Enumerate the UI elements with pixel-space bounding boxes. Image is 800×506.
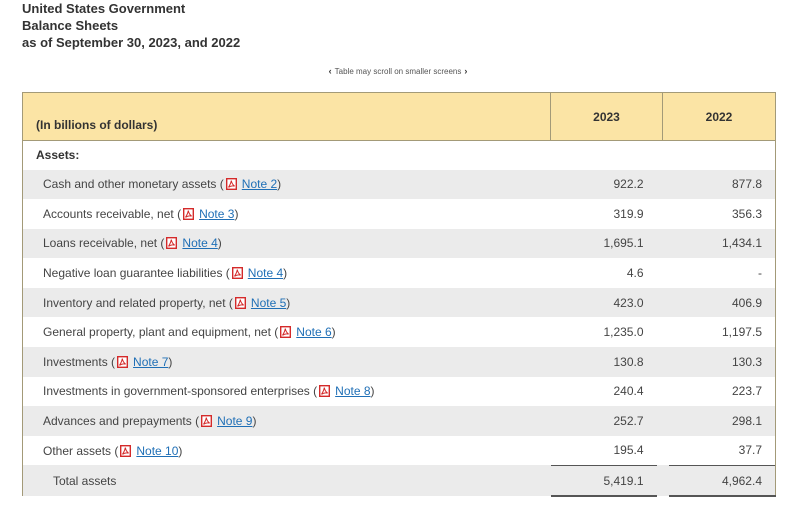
value-2022: 1,197.5 bbox=[662, 317, 776, 348]
pdf-file-icon bbox=[231, 267, 243, 280]
pdf-file-icon bbox=[166, 237, 178, 250]
value-2022: 406.9 bbox=[662, 287, 776, 318]
pdf-file-icon bbox=[120, 444, 132, 457]
note-link[interactable]: Note 4 bbox=[247, 266, 284, 281]
value-2022: 37.7 bbox=[662, 435, 776, 466]
table-row: Loans receivable, net ( Note 4) 1,695.1 … bbox=[22, 228, 776, 259]
note-link[interactable]: Note 9 bbox=[217, 414, 253, 429]
pdf-file-icon bbox=[319, 385, 331, 398]
row-label-cell: Inventory and related property, net ( No… bbox=[22, 287, 551, 318]
row-label: Other assets bbox=[43, 443, 112, 458]
value-2023: 240.4 bbox=[550, 376, 663, 407]
section-label: Assets: bbox=[22, 140, 551, 170]
row-label: Investments in government-sponsored ente… bbox=[43, 384, 310, 399]
row-label: Investments bbox=[43, 354, 108, 369]
table-row: Investments in government-sponsored ente… bbox=[22, 376, 776, 407]
note-link[interactable]: Note 8 bbox=[335, 384, 371, 399]
value-2023: 319.9 bbox=[550, 199, 663, 229]
row-label-cell: Cash and other monetary assets ( Note 2) bbox=[22, 169, 551, 200]
value-2023: 252.7 bbox=[550, 406, 663, 436]
header-units-label: (In billions of dollars) bbox=[22, 92, 551, 141]
page-heading: United States Government Balance Sheets … bbox=[22, 0, 240, 51]
value-2022: 298.1 bbox=[662, 406, 776, 436]
note-link[interactable]: Note 6 bbox=[296, 325, 332, 340]
row-label-cell: Negative loan guarantee liabilities ( No… bbox=[22, 258, 551, 288]
header-year-2023: 2023 bbox=[550, 92, 663, 141]
note-link[interactable]: Note 4 bbox=[182, 236, 218, 251]
value-2022: 1,434.1 bbox=[662, 228, 776, 259]
chevron-left-icon: ‹ bbox=[328, 66, 332, 76]
pdf-file-icon bbox=[183, 207, 195, 220]
row-label-cell: Investments in government-sponsored ente… bbox=[22, 376, 551, 407]
row-label: Cash and other monetary assets bbox=[43, 177, 217, 192]
value-2023: 922.2 bbox=[550, 169, 663, 200]
pdf-file-icon bbox=[225, 178, 237, 191]
value-2022: 877.8 bbox=[662, 169, 776, 200]
row-label-cell: Advances and prepayments ( Note 9) bbox=[22, 406, 551, 436]
heading-line-2: Balance Sheets bbox=[22, 18, 119, 33]
row-label-cell: Loans receivable, net ( Note 4) bbox=[22, 228, 551, 259]
pdf-file-icon bbox=[234, 296, 246, 309]
scroll-hint: ‹ Table may scroll on smaller screens › bbox=[0, 66, 796, 76]
total-label: Total assets bbox=[22, 465, 551, 497]
value-2022: 356.3 bbox=[662, 199, 776, 229]
value-2023: 130.8 bbox=[550, 347, 663, 377]
value-2022: 130.3 bbox=[662, 347, 776, 377]
section-row-assets: Assets: bbox=[22, 140, 776, 170]
total-value-2022: 4,962.4 bbox=[662, 464, 776, 498]
row-label-cell: Other assets ( Note 10) bbox=[22, 435, 551, 466]
value-2022: - bbox=[662, 258, 776, 288]
row-label: Loans receivable, net bbox=[43, 236, 158, 251]
value-2022: 223.7 bbox=[662, 376, 776, 407]
heading-line-3: as of September 30, 2023, and 2022 bbox=[22, 35, 241, 50]
value-2023: 195.4 bbox=[550, 435, 663, 466]
table-header-row: (In billions of dollars) 2023 2022 bbox=[22, 92, 776, 141]
balance-sheet-table: (In billions of dollars) 2023 2022 Asset… bbox=[22, 92, 776, 498]
table-row: Other assets ( Note 10) 195.4 37.7 bbox=[22, 435, 776, 466]
table-row: Cash and other monetary assets ( Note 2)… bbox=[22, 169, 776, 200]
note-link[interactable]: Note 5 bbox=[250, 295, 287, 310]
pdf-file-icon bbox=[117, 355, 129, 368]
row-label: Accounts receivable, net bbox=[43, 206, 174, 221]
pdf-file-icon bbox=[280, 326, 292, 339]
row-label-cell: Investments ( Note 7) bbox=[22, 347, 551, 377]
value-2023: 1,235.0 bbox=[550, 317, 663, 348]
row-label: Inventory and related property, net bbox=[43, 295, 226, 310]
table-row: Advances and prepayments ( Note 9) 252.7… bbox=[22, 406, 776, 436]
chevron-right-icon: › bbox=[464, 66, 468, 76]
scroll-hint-text: Table may scroll on smaller screens bbox=[334, 67, 462, 76]
note-link[interactable]: Note 7 bbox=[133, 354, 169, 369]
balance-sheet-table-container[interactable]: (In billions of dollars) 2023 2022 Asset… bbox=[22, 92, 776, 498]
row-label-cell: Accounts receivable, net ( Note 3) bbox=[22, 199, 551, 229]
row-label: General property, plant and equipment, n… bbox=[43, 325, 271, 340]
table-row: General property, plant and equipment, n… bbox=[22, 317, 776, 348]
note-link[interactable]: Note 3 bbox=[199, 206, 235, 221]
value-2023: 4.6 bbox=[550, 258, 663, 288]
table-row: Inventory and related property, net ( No… bbox=[22, 287, 776, 318]
note-link[interactable]: Note 2 bbox=[241, 177, 278, 192]
table-row: Accounts receivable, net ( Note 3) 319.9… bbox=[22, 199, 776, 229]
pdf-file-icon bbox=[201, 415, 213, 428]
value-2023: 1,695.1 bbox=[550, 228, 663, 259]
table-row: Negative loan guarantee liabilities ( No… bbox=[22, 258, 776, 288]
row-label: Negative loan guarantee liabilities bbox=[43, 266, 223, 281]
total-value-2023: 5,419.1 bbox=[550, 464, 663, 498]
heading-line-1: United States Government bbox=[22, 1, 186, 16]
table-row: Investments ( Note 7) 130.8 130.3 bbox=[22, 347, 776, 377]
total-row: Total assets 5,419.1 4,962.4 bbox=[22, 464, 776, 498]
note-link[interactable]: Note 10 bbox=[136, 443, 179, 458]
header-year-2022: 2022 bbox=[662, 92, 776, 141]
row-label-cell: General property, plant and equipment, n… bbox=[22, 317, 551, 348]
value-2023: 423.0 bbox=[550, 287, 663, 318]
row-label: Advances and prepayments bbox=[43, 414, 192, 429]
